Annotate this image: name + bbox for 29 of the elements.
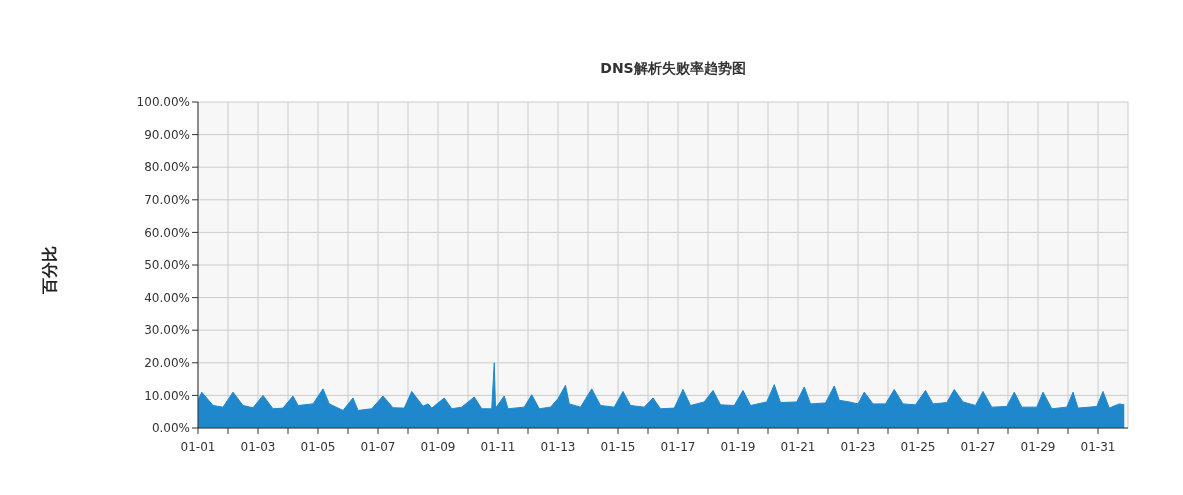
y-tick-label: 70.00% bbox=[144, 193, 190, 208]
y-tick-label: 60.00% bbox=[144, 225, 190, 240]
y-tick-label: 90.00% bbox=[144, 127, 190, 142]
y-tick-label: 20.00% bbox=[144, 356, 190, 371]
y-tick-label: 30.00% bbox=[144, 323, 190, 338]
x-tick-label: 01-23 bbox=[840, 439, 876, 454]
x-tick-label: 01-09 bbox=[420, 439, 456, 454]
y-tick-label: 10.00% bbox=[144, 388, 190, 403]
x-tick-label: 01-05 bbox=[300, 439, 336, 454]
y-tick-label: 50.00% bbox=[144, 258, 190, 273]
x-tick-label: 01-01 bbox=[180, 439, 216, 454]
y-tick-label: 0.00% bbox=[151, 421, 190, 436]
x-tick-label: 01-19 bbox=[720, 439, 756, 454]
x-tick-label: 01-13 bbox=[540, 439, 576, 454]
x-tick-label: 01-25 bbox=[900, 439, 936, 454]
x-tick-label: 01-29 bbox=[1020, 439, 1056, 454]
y-axis-title: 百分比 bbox=[39, 246, 60, 294]
x-tick-label: 01-15 bbox=[600, 439, 636, 454]
x-tick-label: 01-31 bbox=[1080, 439, 1116, 454]
y-tick-label: 40.00% bbox=[144, 290, 190, 305]
x-tick-label: 01-27 bbox=[960, 439, 996, 454]
x-tick-label: 01-03 bbox=[240, 439, 276, 454]
x-tick-label: 01-21 bbox=[780, 439, 816, 454]
x-tick-label: 01-07 bbox=[360, 439, 396, 454]
x-tick-label: 01-11 bbox=[480, 439, 516, 454]
y-tick-label: 100.00% bbox=[136, 95, 190, 110]
y-tick-label: 80.00% bbox=[144, 160, 190, 175]
chart-title: DNS解析失败率趋势图 bbox=[599, 60, 747, 78]
x-tick-label: 01-17 bbox=[660, 439, 696, 454]
